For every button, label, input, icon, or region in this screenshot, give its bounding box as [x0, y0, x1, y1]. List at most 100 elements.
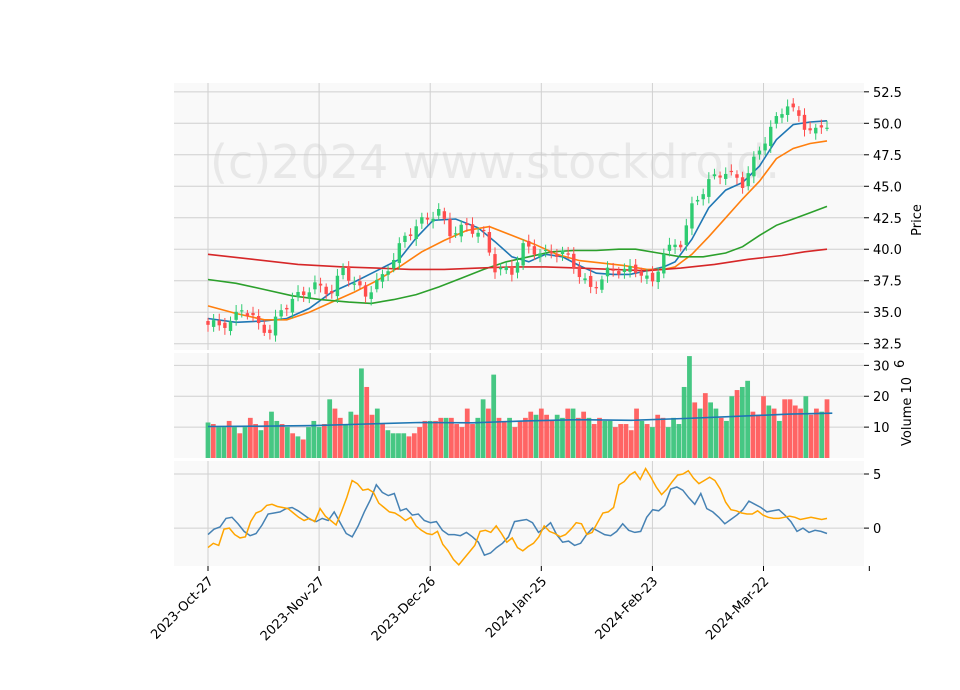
- candle-up: [825, 127, 829, 129]
- volume-bar-up: [681, 386, 687, 458]
- volume-bar-up: [665, 427, 671, 458]
- volume-bar-down: [247, 417, 253, 458]
- volume-bar-up: [390, 433, 396, 458]
- candle-up: [656, 271, 660, 283]
- volume-bar-up: [401, 433, 407, 458]
- candle-up: [774, 116, 779, 124]
- volume-bar-down: [814, 408, 819, 458]
- volume-bar-up: [385, 430, 391, 458]
- candle-up: [397, 243, 402, 263]
- candle-down: [588, 275, 593, 287]
- candle-down: [740, 177, 745, 188]
- volume-bar-up: [729, 396, 735, 458]
- candle-up: [560, 250, 565, 255]
- volume-bar-down: [581, 411, 587, 458]
- x-tick-label: 2024-Feb-23: [593, 574, 662, 643]
- volume-bar-up: [221, 427, 227, 458]
- volume-bar-down: [750, 411, 756, 458]
- price-y-tick-label: 42.5: [873, 212, 902, 227]
- volume-bar-down: [644, 424, 650, 458]
- volume-bar-up: [676, 424, 682, 458]
- volume-bar-up: [708, 402, 713, 458]
- x-tick-label: 2023-Oct-27: [148, 574, 216, 642]
- candle-down: [791, 103, 795, 108]
- candle-up: [690, 203, 694, 229]
- volume-bar-down: [523, 417, 528, 458]
- moving-average-line: [207, 120, 828, 324]
- candle-up: [622, 268, 627, 272]
- volume-axis-title: Volume 10: [900, 377, 915, 446]
- candle-up: [746, 173, 750, 186]
- price-y-tick-label: 32.5: [873, 338, 902, 353]
- volume-bar-up: [427, 420, 433, 458]
- volume-bar-down: [470, 424, 475, 458]
- candle-up: [583, 278, 587, 281]
- volume-bar-down: [322, 424, 327, 458]
- volume-bar-down: [634, 408, 639, 458]
- candle-down: [572, 253, 576, 268]
- volume-bar-down: [496, 417, 502, 458]
- volume-bar-up: [258, 430, 264, 458]
- volume-bar-down: [660, 417, 666, 458]
- candle-down: [729, 170, 734, 173]
- volume-bar-down: [438, 417, 444, 458]
- candle-up: [375, 279, 379, 290]
- candle-down: [268, 329, 272, 334]
- volume-bar-up: [311, 420, 317, 458]
- candle-up: [538, 253, 542, 258]
- volume-bar-down: [565, 408, 571, 458]
- volume-bar-down: [448, 417, 454, 458]
- oscillator-y-tick-label: 5: [873, 468, 881, 483]
- volume-bar-up: [602, 420, 608, 458]
- volume-bar-up: [327, 399, 333, 458]
- volume-bar-down: [528, 411, 534, 458]
- x-tick-label: 2024-Jan-25: [483, 574, 550, 641]
- candle-down: [251, 312, 255, 316]
- candle-down: [262, 324, 266, 333]
- candle-up: [392, 259, 396, 269]
- candle-up: [515, 262, 520, 273]
- volume-bar-down: [226, 420, 232, 458]
- candle-down: [256, 316, 261, 324]
- volume-y-tick-label: 30: [873, 359, 890, 374]
- volume-bar-up: [343, 424, 348, 458]
- volume-bar-up: [570, 408, 576, 458]
- candle-up: [684, 225, 689, 245]
- candle-down: [425, 217, 430, 220]
- volume-bar-down: [787, 399, 793, 458]
- volume-bar-down: [364, 386, 370, 458]
- volume-bar-up: [713, 408, 719, 458]
- volume-bar-up: [475, 417, 481, 458]
- volume-bar-up: [216, 427, 221, 458]
- candlesticks: [206, 98, 829, 342]
- volume-bar-up: [554, 414, 560, 458]
- volume-bar-down: [718, 417, 724, 458]
- candle-up: [352, 283, 357, 285]
- volume-bar-up: [242, 427, 248, 458]
- volume-bar-down: [406, 436, 412, 458]
- candle-down: [532, 246, 537, 255]
- candle-down: [206, 321, 210, 325]
- price-y-tick-label: 50.0: [873, 117, 902, 132]
- volume-bar-up: [687, 356, 692, 458]
- candle-down: [324, 286, 328, 294]
- candle-up: [414, 226, 418, 240]
- volume-bar-down: [279, 424, 285, 458]
- volume-bar-up: [607, 420, 613, 458]
- volume-bar-up: [671, 417, 676, 458]
- volume-bar-up: [639, 420, 645, 458]
- candle-down: [358, 281, 362, 286]
- volume-bar-down: [544, 414, 549, 458]
- candle-up: [628, 265, 632, 272]
- volume-bar-down: [263, 420, 269, 458]
- volume-bar-down: [612, 427, 618, 458]
- candle-down: [346, 266, 351, 281]
- volume-bar-down: [782, 399, 788, 458]
- candle-down: [802, 114, 807, 130]
- volume-bar-down: [422, 420, 428, 458]
- volume-bar-up: [739, 386, 745, 458]
- volume-bar-up: [359, 368, 364, 458]
- candle-up: [707, 179, 711, 197]
- volume-bar-down: [538, 408, 544, 458]
